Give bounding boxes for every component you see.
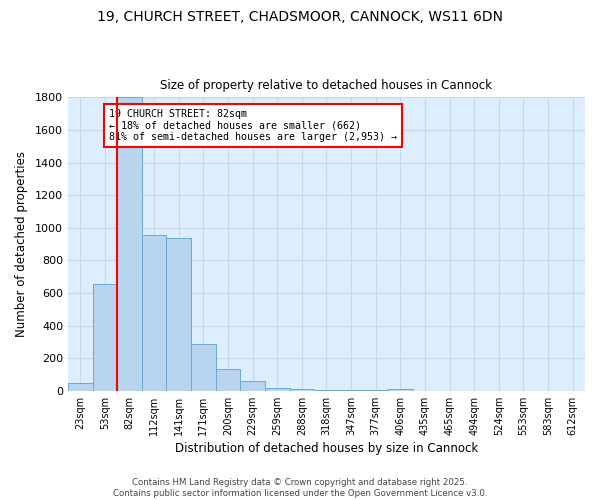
Bar	[117, 98, 142, 391]
Bar	[68, 384, 92, 391]
Bar	[290, 389, 314, 391]
Bar	[265, 388, 290, 391]
Bar	[388, 389, 413, 391]
X-axis label: Distribution of detached houses by size in Cannock: Distribution of detached houses by size …	[175, 442, 478, 455]
Title: Size of property relative to detached houses in Cannock: Size of property relative to detached ho…	[160, 79, 493, 92]
Bar	[92, 284, 117, 391]
Text: 19 CHURCH STREET: 82sqm
← 18% of detached houses are smaller (662)
81% of semi-d: 19 CHURCH STREET: 82sqm ← 18% of detache…	[109, 109, 397, 142]
Bar	[142, 235, 166, 391]
Bar	[314, 390, 339, 391]
Text: 19, CHURCH STREET, CHADSMOOR, CANNOCK, WS11 6DN: 19, CHURCH STREET, CHADSMOOR, CANNOCK, W…	[97, 10, 503, 24]
Bar	[191, 344, 215, 391]
Bar	[166, 238, 191, 391]
Bar	[215, 369, 240, 391]
Y-axis label: Number of detached properties: Number of detached properties	[15, 151, 28, 337]
Bar	[240, 381, 265, 391]
Text: Contains HM Land Registry data © Crown copyright and database right 2025.
Contai: Contains HM Land Registry data © Crown c…	[113, 478, 487, 498]
